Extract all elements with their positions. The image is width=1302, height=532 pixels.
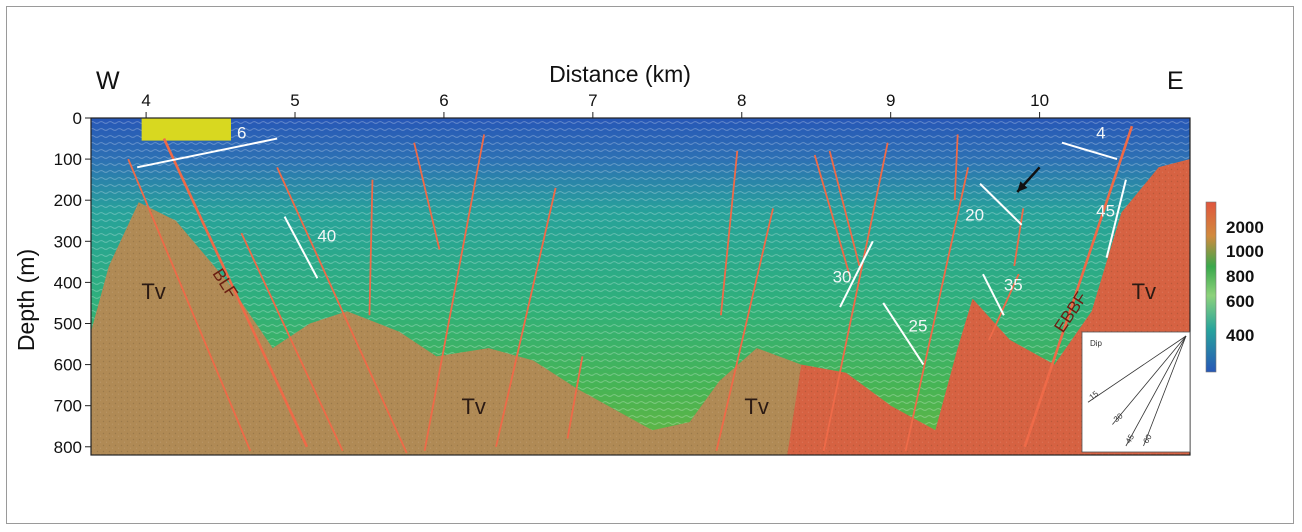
survey-marker-box [141, 118, 231, 141]
dip-marker-label: 30 [833, 267, 852, 286]
y-tick-label: 0 [73, 109, 82, 128]
dip-marker-line [1105, 179, 1127, 258]
unit-label-tv: Tv [744, 394, 768, 419]
fault-line [240, 232, 344, 452]
fault-line [276, 166, 408, 454]
arrow-head [1017, 181, 1028, 192]
x-tick-label: 7 [588, 91, 597, 110]
dip-marker-label: 20 [965, 206, 984, 225]
y-tick-label: 800 [54, 438, 82, 457]
fault-line [988, 273, 1020, 341]
y-tick-label: 100 [54, 150, 82, 169]
dip-inset-title: Dip [1090, 339, 1103, 348]
fault-line [162, 138, 309, 448]
dip-marker-label: 6 [237, 124, 246, 143]
fault-line [904, 167, 969, 452]
compass-west: W [96, 67, 120, 95]
dip-marker-line [839, 240, 874, 308]
x-tick-label: 5 [290, 91, 299, 110]
colorbar-label: 600 [1226, 292, 1254, 311]
y-tick-label: 500 [54, 314, 82, 333]
dip-marker-line [979, 183, 1023, 226]
colorbar-label: 400 [1226, 326, 1254, 345]
compass-east: E [1167, 67, 1184, 95]
dip-inset-box [1081, 331, 1191, 453]
dip-marker-line [882, 302, 925, 366]
x-tick-label: 9 [886, 91, 895, 110]
fault-line [1013, 208, 1025, 267]
fault-line [566, 356, 584, 439]
dip-marker-label: 45 [1096, 202, 1115, 221]
unit-label-tv: Tv [1132, 279, 1156, 304]
dip-ray [1143, 335, 1187, 447]
x-axis-title: Distance (km) [549, 61, 691, 87]
dip-marker-line [982, 273, 1005, 316]
dip-marker-line [136, 137, 278, 169]
dip-marker-label: 4 [1096, 124, 1105, 143]
unit-label-tv: Tv [461, 394, 485, 419]
fault-line [813, 154, 852, 279]
dip-marker-label: 40 [317, 226, 336, 245]
dip-marker-line [1061, 141, 1118, 161]
fault-line [495, 187, 557, 447]
x-tick-label: 6 [439, 91, 448, 110]
dip-marker-label: 25 [909, 317, 928, 336]
colorbar-label: 2000 [1226, 218, 1264, 237]
plot-border [90, 117, 1191, 456]
dip-ray [1112, 335, 1187, 425]
colorbar-ramp [1205, 201, 1217, 373]
dip-marker-line [283, 216, 319, 279]
fault-line [1023, 125, 1134, 448]
fault-line [828, 150, 861, 267]
x-tick-label: 10 [1030, 91, 1049, 110]
fault-line [822, 142, 889, 452]
y-tick-label: 400 [54, 273, 82, 292]
y-tick-label: 600 [54, 356, 82, 375]
fault-line [127, 158, 252, 452]
fault-line [720, 150, 739, 316]
y-tick-label: 200 [54, 191, 82, 210]
y-axis-title: Depth (m) [13, 249, 39, 351]
y-tick-label: 300 [54, 232, 82, 251]
fault-line [413, 142, 441, 250]
x-tick-label: 4 [141, 91, 150, 110]
dip-marker-label: 35 [1004, 276, 1023, 295]
colorbar: 2000 1000 800 600 400 [1205, 201, 1264, 373]
fault-line [423, 134, 486, 452]
basement-texture [91, 159, 1190, 455]
unit-label-tv: Tv [141, 279, 165, 304]
colorbar-label: 1000 [1226, 242, 1264, 261]
dip-ray [1125, 335, 1187, 447]
fault-line [368, 179, 374, 316]
dip-ray [1087, 335, 1187, 403]
y-tick-label: 700 [54, 397, 82, 416]
colorbar-label: 800 [1226, 267, 1254, 286]
x-tick-label: 8 [737, 91, 746, 110]
fault-line [953, 134, 959, 201]
fault-line [715, 208, 774, 452]
